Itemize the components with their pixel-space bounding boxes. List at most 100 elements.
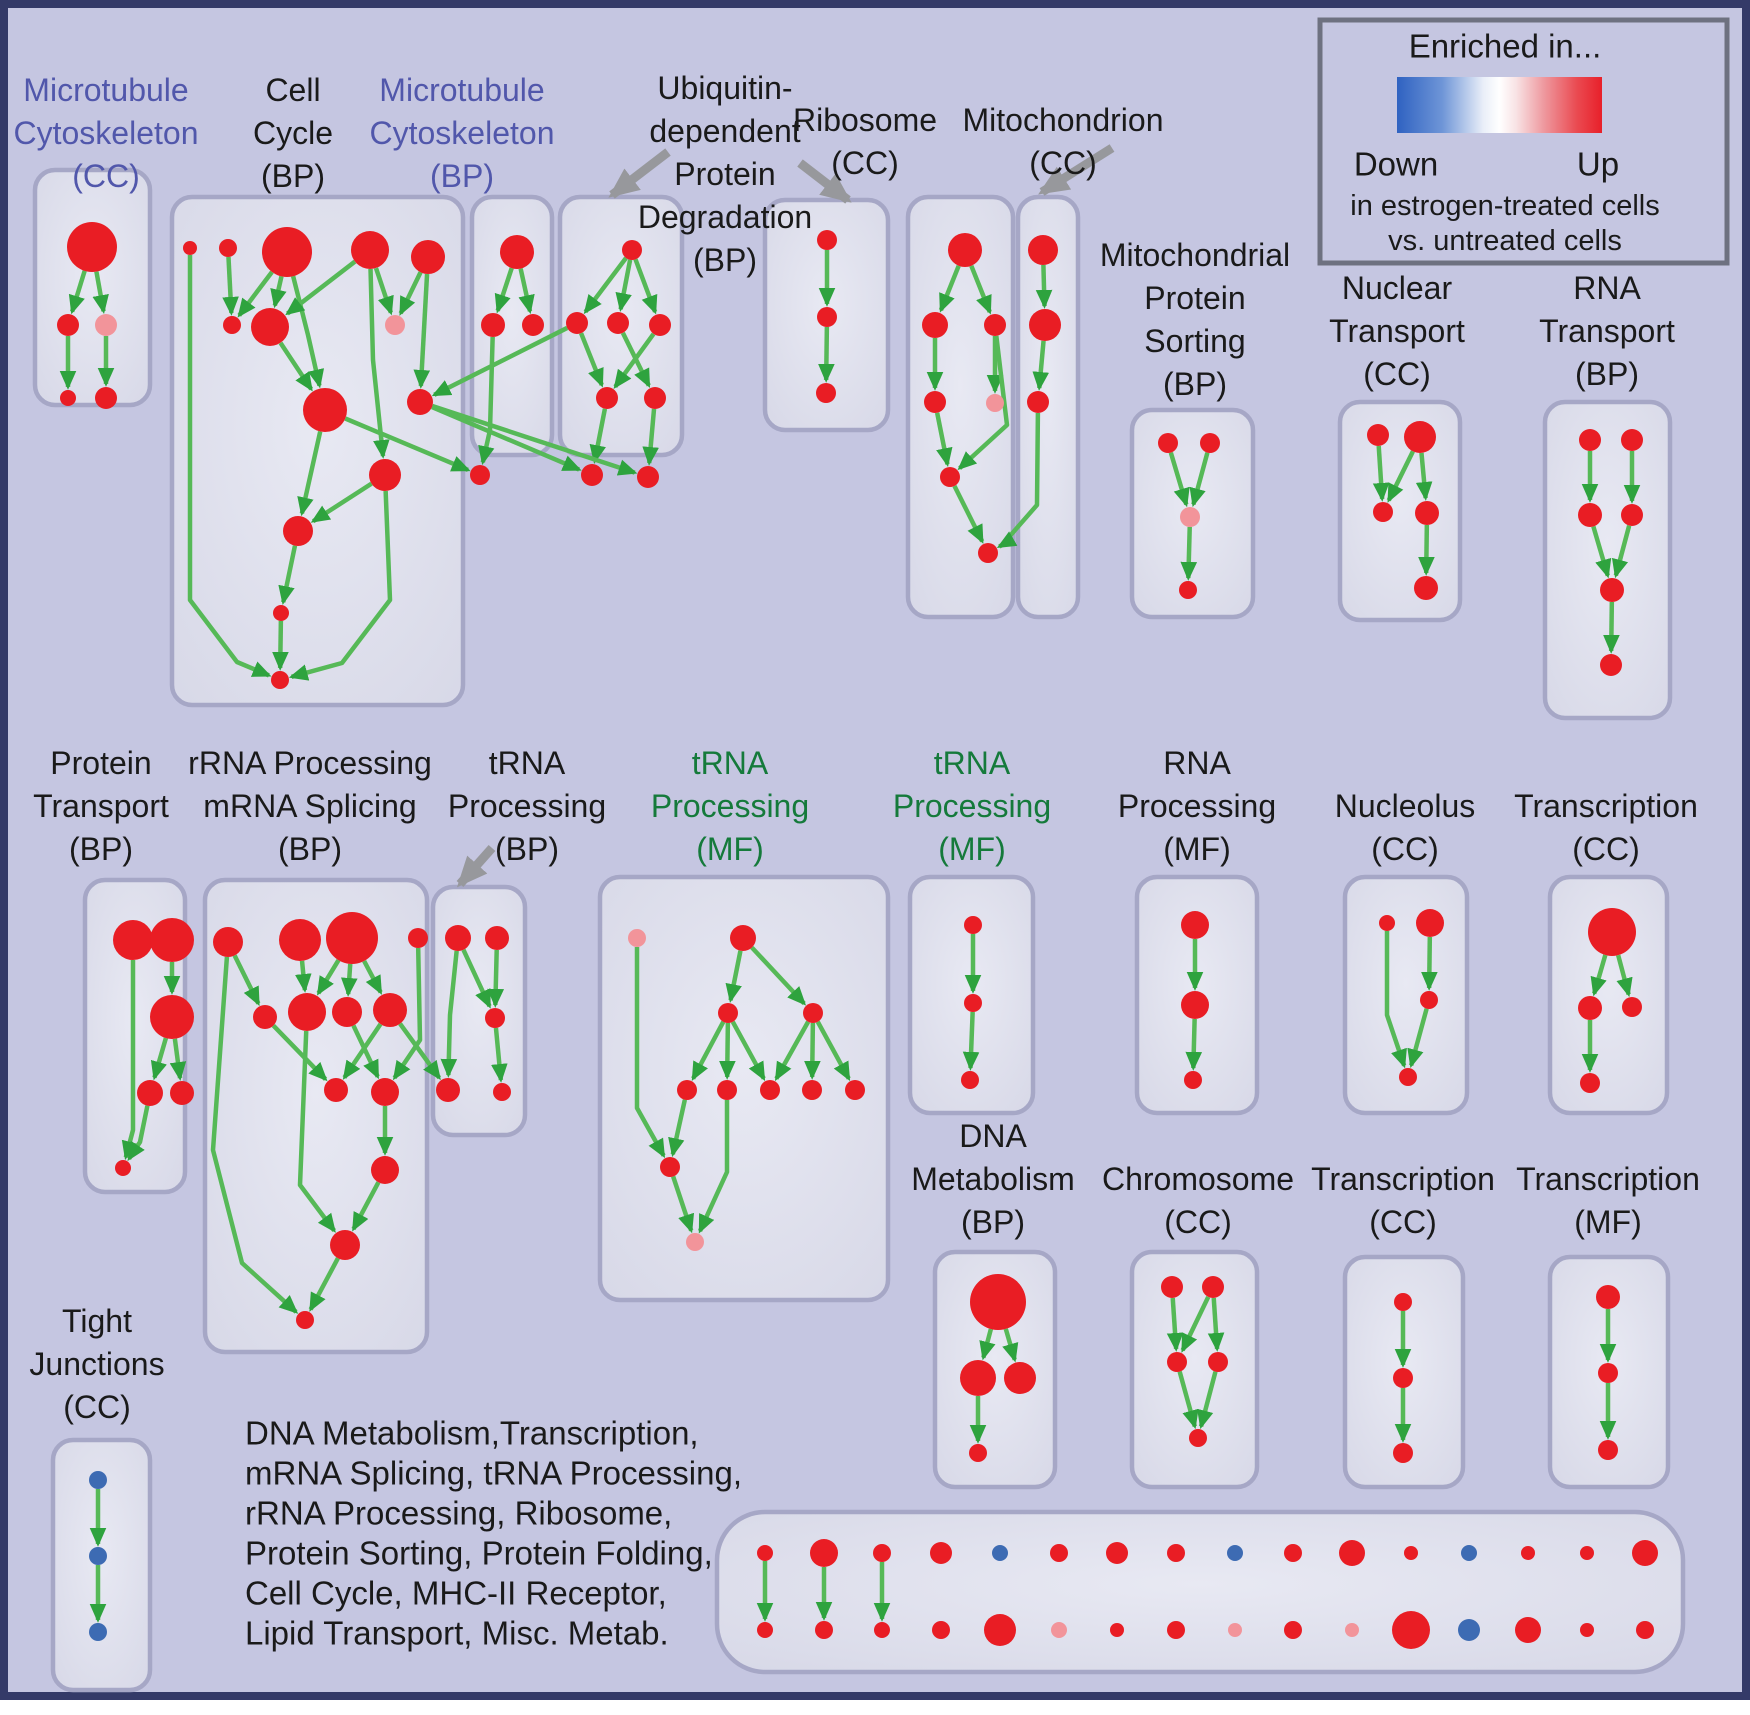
chromosome-box bbox=[1129, 1249, 1260, 1490]
transcription-mf-label-line-1: Transcription bbox=[1516, 1161, 1700, 1197]
rna-transport-node-5 bbox=[1600, 654, 1622, 676]
misc-metabolism-node-11 bbox=[1404, 1546, 1418, 1560]
rrna-processing-edge-2 bbox=[295, 960, 312, 993]
rna-transport-node-0 bbox=[1579, 429, 1601, 451]
mc-cc-box bbox=[32, 167, 153, 408]
misc-metabolism-node-18 bbox=[874, 1622, 890, 1638]
transcription-cc-mid-edge-0 bbox=[1590, 954, 1608, 997]
nuclear-transport-label-line-2: Transport bbox=[1329, 313, 1465, 349]
trna-processing-bp-node-2 bbox=[485, 1008, 505, 1028]
trna-processing-bp-node-1 bbox=[485, 926, 509, 950]
trna-processing-mf-1-label-line-3: (MF) bbox=[696, 831, 764, 867]
mito-protein-sorting-edge-1 bbox=[1189, 452, 1210, 508]
rrna-processing-label-line-2: mRNA Splicing bbox=[203, 788, 416, 824]
trna-processing-mf-1-node-7 bbox=[802, 1080, 822, 1100]
rrna-processing-label-line-3: (BP) bbox=[278, 831, 342, 867]
rna-transport-node-2 bbox=[1578, 503, 1602, 527]
tight-junctions-node-2 bbox=[89, 1623, 107, 1641]
nucleolus-edge-2 bbox=[1407, 1008, 1429, 1069]
cluster-boxes-layer bbox=[32, 167, 1686, 1693]
cell-cycle-edge-15 bbox=[288, 490, 393, 681]
trna-processing-mf-1-edge-1 bbox=[725, 950, 743, 1004]
transcription-cc-mid-box bbox=[1547, 874, 1670, 1116]
mc-bp-node-0 bbox=[500, 235, 534, 269]
mc-bp-label-line-2: Cytoskeleton bbox=[370, 115, 555, 151]
misc-metabolism-node-23 bbox=[1167, 1621, 1185, 1639]
trna-processing-mf-1-edge-11 bbox=[671, 1175, 695, 1234]
chromosome-label-line-2: (CC) bbox=[1164, 1204, 1232, 1240]
nucleolus-box bbox=[1342, 874, 1470, 1116]
misc-metabolism-node-21 bbox=[1051, 1622, 1067, 1638]
cell-cycle-node-10 bbox=[369, 459, 401, 491]
cell-cycle-edge-11 bbox=[297, 430, 323, 517]
cell-cycle-node-4 bbox=[411, 240, 445, 274]
rrna-processing-edge-7 bbox=[271, 1024, 328, 1082]
misc-metabolism-node-1 bbox=[810, 1539, 838, 1567]
nuclear-transport-edge-2 bbox=[1415, 452, 1433, 501]
dna-metabolism-box bbox=[932, 1249, 1058, 1490]
cell-cycle-node-9 bbox=[303, 388, 347, 432]
mito-protein-sorting-node-1 bbox=[1200, 433, 1220, 453]
nuclear-transport-node-3 bbox=[1415, 501, 1439, 525]
mc-bp-node-3 bbox=[470, 465, 490, 485]
chromosome-label-line-1: Chromosome bbox=[1102, 1161, 1294, 1197]
trna-processing-mf-1-node-9 bbox=[660, 1157, 680, 1177]
trna-processing-mf-1-node-3 bbox=[803, 1003, 823, 1023]
cell-cycle-edge-2 bbox=[237, 270, 274, 318]
ubiquitin-edge-6 bbox=[589, 408, 608, 465]
dna-metabolism-label-line-3: (BP) bbox=[961, 1204, 1025, 1240]
chromosome-node-0 bbox=[1161, 1276, 1183, 1298]
rna-transport-node-3 bbox=[1621, 504, 1643, 526]
ubiquitin-edge-2 bbox=[633, 258, 658, 315]
cell-cycle-edge-10 bbox=[368, 268, 390, 459]
ubiquitin-label-line-2: dependent bbox=[649, 113, 800, 149]
mitochondrion-edge-0 bbox=[1035, 264, 1053, 309]
ubiquitin-node-0 bbox=[622, 240, 642, 260]
trna-processing-mf-1-edge-9 bbox=[668, 1099, 688, 1158]
cell-cycle-edge-6 bbox=[373, 267, 394, 316]
transcription-cc-bottom-node-2 bbox=[1393, 1443, 1413, 1463]
mc-cc-label-line-3: (CC) bbox=[72, 158, 140, 194]
mc-cc-node-3 bbox=[60, 390, 76, 406]
rrna-processing-node-11 bbox=[330, 1230, 360, 1260]
trna-processing-bp-edge-2 bbox=[440, 950, 459, 1078]
transcription-mf-node-0 bbox=[1596, 1285, 1620, 1309]
ribosome-edge-6 bbox=[952, 484, 985, 544]
misc-metabolism-node-2 bbox=[873, 1544, 891, 1562]
rrna-processing-node-2 bbox=[326, 912, 378, 964]
nuclear-transport-node-2 bbox=[1373, 502, 1393, 522]
misc-metabolism-node-25 bbox=[1284, 1621, 1302, 1639]
mc-bp-edge-1 bbox=[518, 268, 535, 315]
cross-edge-2 bbox=[431, 403, 638, 476]
dna-metabolism-edge-1 bbox=[1002, 1328, 1019, 1363]
mito-protein-sorting-label-line-4: (BP) bbox=[1163, 366, 1227, 402]
protein-transport-label-line-3: (BP) bbox=[69, 831, 133, 867]
cell-cycle-node-11 bbox=[283, 516, 313, 546]
trna-processing-bp-edge-3 bbox=[491, 1027, 508, 1083]
misc-metabolism-node-31 bbox=[1636, 1621, 1654, 1639]
transcription-cc-bottom-label-line-2: (CC) bbox=[1369, 1204, 1437, 1240]
trna-processing-mf-1-edge-2 bbox=[750, 945, 807, 1006]
misc-metabolism-node-10 bbox=[1339, 1540, 1365, 1566]
rrna-processing-edge-10 bbox=[297, 1030, 337, 1233]
nuclear-transport-node-1 bbox=[1404, 421, 1436, 453]
misc-metabolism-node-12 bbox=[1461, 1545, 1477, 1561]
transcription-cc-mid-node-0 bbox=[1588, 908, 1636, 956]
rna-processing-mf-node-1 bbox=[1181, 991, 1209, 1019]
transcription-cc-mid-label-line-2: (CC) bbox=[1572, 831, 1640, 867]
nucleolus-edge-1 bbox=[1421, 936, 1438, 991]
cell-cycle-label-line-3: (BP) bbox=[261, 158, 325, 194]
protein-transport-label-line-1: Protein bbox=[50, 745, 151, 781]
rrna-processing-node-12 bbox=[296, 1311, 314, 1329]
cross-edge-3 bbox=[344, 416, 471, 473]
ubiquitin-2-edge-1 bbox=[818, 326, 835, 383]
trna-processing-bp-label-line-2: Processing bbox=[448, 788, 606, 824]
dna-metabolism-label-line-1: DNA bbox=[959, 1118, 1027, 1154]
mitochondrion-node-0 bbox=[1028, 235, 1058, 265]
misc-metabolism-node-17 bbox=[815, 1621, 833, 1639]
mc-cc-node-0 bbox=[67, 222, 117, 272]
rrna-processing-node-8 bbox=[324, 1078, 348, 1102]
legend-up-label: Up bbox=[1577, 146, 1619, 183]
tight-junctions-node-1 bbox=[89, 1547, 107, 1565]
trna-processing-mf-1-node-8 bbox=[845, 1080, 865, 1100]
